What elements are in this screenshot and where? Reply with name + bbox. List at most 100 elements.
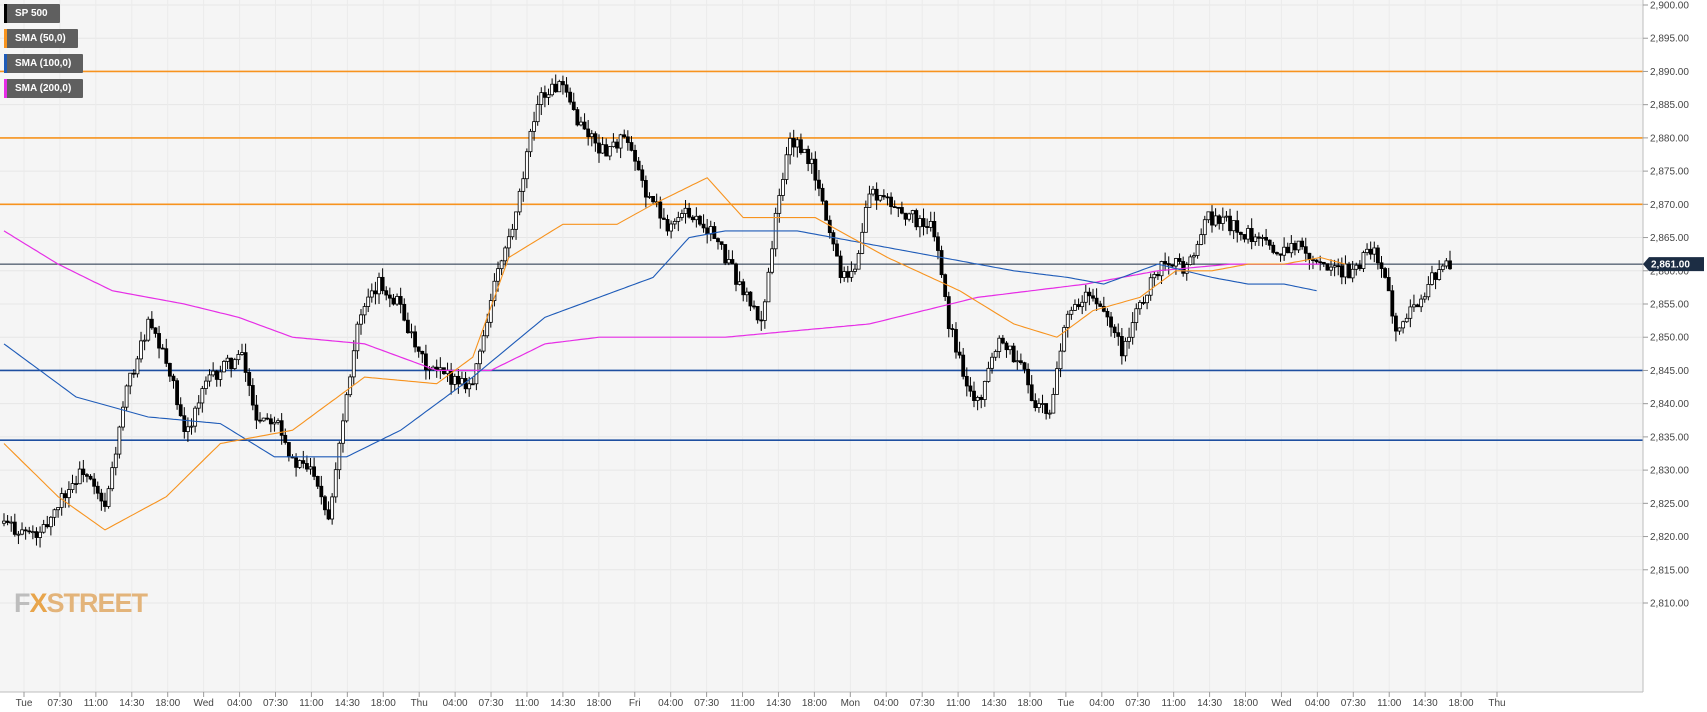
candle-body — [20, 529, 24, 535]
candle-body — [1073, 304, 1077, 311]
candle-body — [110, 467, 115, 490]
candle-body — [496, 268, 500, 282]
candle-body — [622, 134, 627, 138]
candle-body — [1055, 368, 1059, 395]
candle-body — [643, 180, 648, 198]
candle-body — [669, 223, 674, 232]
y-tick-label: 2,830.00 — [1650, 466, 1689, 477]
candle-body — [1008, 345, 1012, 351]
y-tick-label: 2,860.00 — [1650, 266, 1689, 277]
candle-body — [283, 434, 288, 443]
candle-body — [954, 329, 958, 353]
candle-body — [1303, 246, 1308, 254]
candle-body — [420, 350, 425, 355]
x-tick-label: 07:30 — [47, 698, 72, 709]
candle-body — [492, 280, 497, 301]
candle-body — [1347, 263, 1351, 279]
candle-body — [1109, 316, 1113, 328]
candle-body — [1018, 360, 1023, 364]
y-tick-label: 2,865.00 — [1650, 233, 1689, 244]
candle-body — [135, 358, 140, 375]
candle-body — [200, 388, 205, 404]
candle-body — [175, 380, 179, 406]
candle-body — [802, 148, 807, 154]
candle-body — [528, 130, 533, 153]
candle-body — [936, 236, 940, 251]
candle-body — [932, 221, 937, 238]
candle-body — [236, 354, 241, 361]
legend-item-sp500[interactable]: SP 500 — [4, 4, 60, 23]
y-tick-label: 2,885.00 — [1650, 100, 1689, 111]
candle-body — [514, 211, 518, 230]
candle-body — [1134, 308, 1139, 324]
legend-label: SP 500 — [15, 8, 48, 19]
candle-body — [1433, 272, 1438, 280]
candle-body — [1249, 228, 1254, 243]
y-tick-label: 2,825.00 — [1650, 499, 1689, 510]
candle-body — [651, 196, 655, 203]
candle-body — [139, 340, 143, 360]
candle-body — [799, 139, 803, 154]
candle-body — [633, 149, 637, 162]
candle-body — [524, 151, 529, 180]
candle-body — [672, 220, 677, 225]
candle-body — [211, 370, 216, 376]
legend-item-sma100[interactable]: SMA (100,0) — [4, 54, 84, 73]
candle-body — [1253, 236, 1258, 243]
x-tick-label: Wed — [1271, 698, 1291, 709]
candle-body — [395, 296, 399, 305]
candle-body — [330, 496, 335, 520]
x-tick-label: 14:30 — [1197, 698, 1222, 709]
candle-body — [539, 92, 544, 105]
candle-body — [770, 248, 774, 273]
candle-body — [1386, 277, 1391, 292]
candle-body — [755, 306, 760, 321]
candle-body — [301, 460, 306, 464]
x-tick-label: 11:00 — [515, 698, 540, 709]
candle-body — [676, 217, 681, 222]
legend-item-sma200[interactable]: SMA (200,0) — [4, 79, 84, 98]
candle-body — [853, 268, 857, 272]
candle-body — [373, 290, 378, 295]
candle-body — [665, 219, 670, 232]
candle-body — [694, 215, 699, 221]
candle-body — [243, 352, 248, 373]
candle-body — [856, 253, 861, 270]
candle-body — [600, 144, 605, 154]
candle-body — [687, 207, 692, 218]
candle-body — [1123, 340, 1128, 357]
candle-body — [899, 207, 904, 214]
candle-body — [838, 255, 843, 278]
candle-body — [719, 241, 724, 245]
x-tick-label: 07:30 — [694, 698, 719, 709]
x-tick-label: 18:00 — [802, 698, 827, 709]
candle-body — [9, 521, 14, 524]
candle-body — [30, 531, 35, 534]
candle-body — [716, 238, 720, 243]
legend-item-sma50[interactable]: SMA (50,0) — [4, 29, 78, 48]
badge-label: 2,861.00 — [1651, 260, 1690, 271]
candle-body — [1365, 248, 1369, 253]
x-tick-label: 11:00 — [730, 698, 755, 709]
candle-body — [1177, 258, 1182, 262]
candle-body — [341, 420, 345, 444]
grid — [0, 4, 1643, 604]
candle-body — [1145, 294, 1149, 304]
candle-body — [997, 337, 1002, 352]
candle-body — [279, 420, 284, 436]
candle-body — [265, 417, 270, 420]
candle-body — [1047, 412, 1052, 415]
candle-body — [1184, 264, 1189, 274]
candle-body — [193, 407, 198, 427]
candle-body — [1217, 215, 1222, 224]
x-tick-label: 14:30 — [550, 698, 575, 709]
x-tick-label: 14:30 — [982, 698, 1007, 709]
y-tick-label: 2,850.00 — [1650, 333, 1689, 344]
candle-body — [294, 457, 298, 468]
x-tick-label: Thu — [1488, 698, 1505, 709]
y-tick-label: 2,820.00 — [1650, 532, 1689, 543]
candle-body — [167, 362, 172, 377]
candle-body — [784, 154, 789, 180]
candle-body — [121, 406, 125, 428]
